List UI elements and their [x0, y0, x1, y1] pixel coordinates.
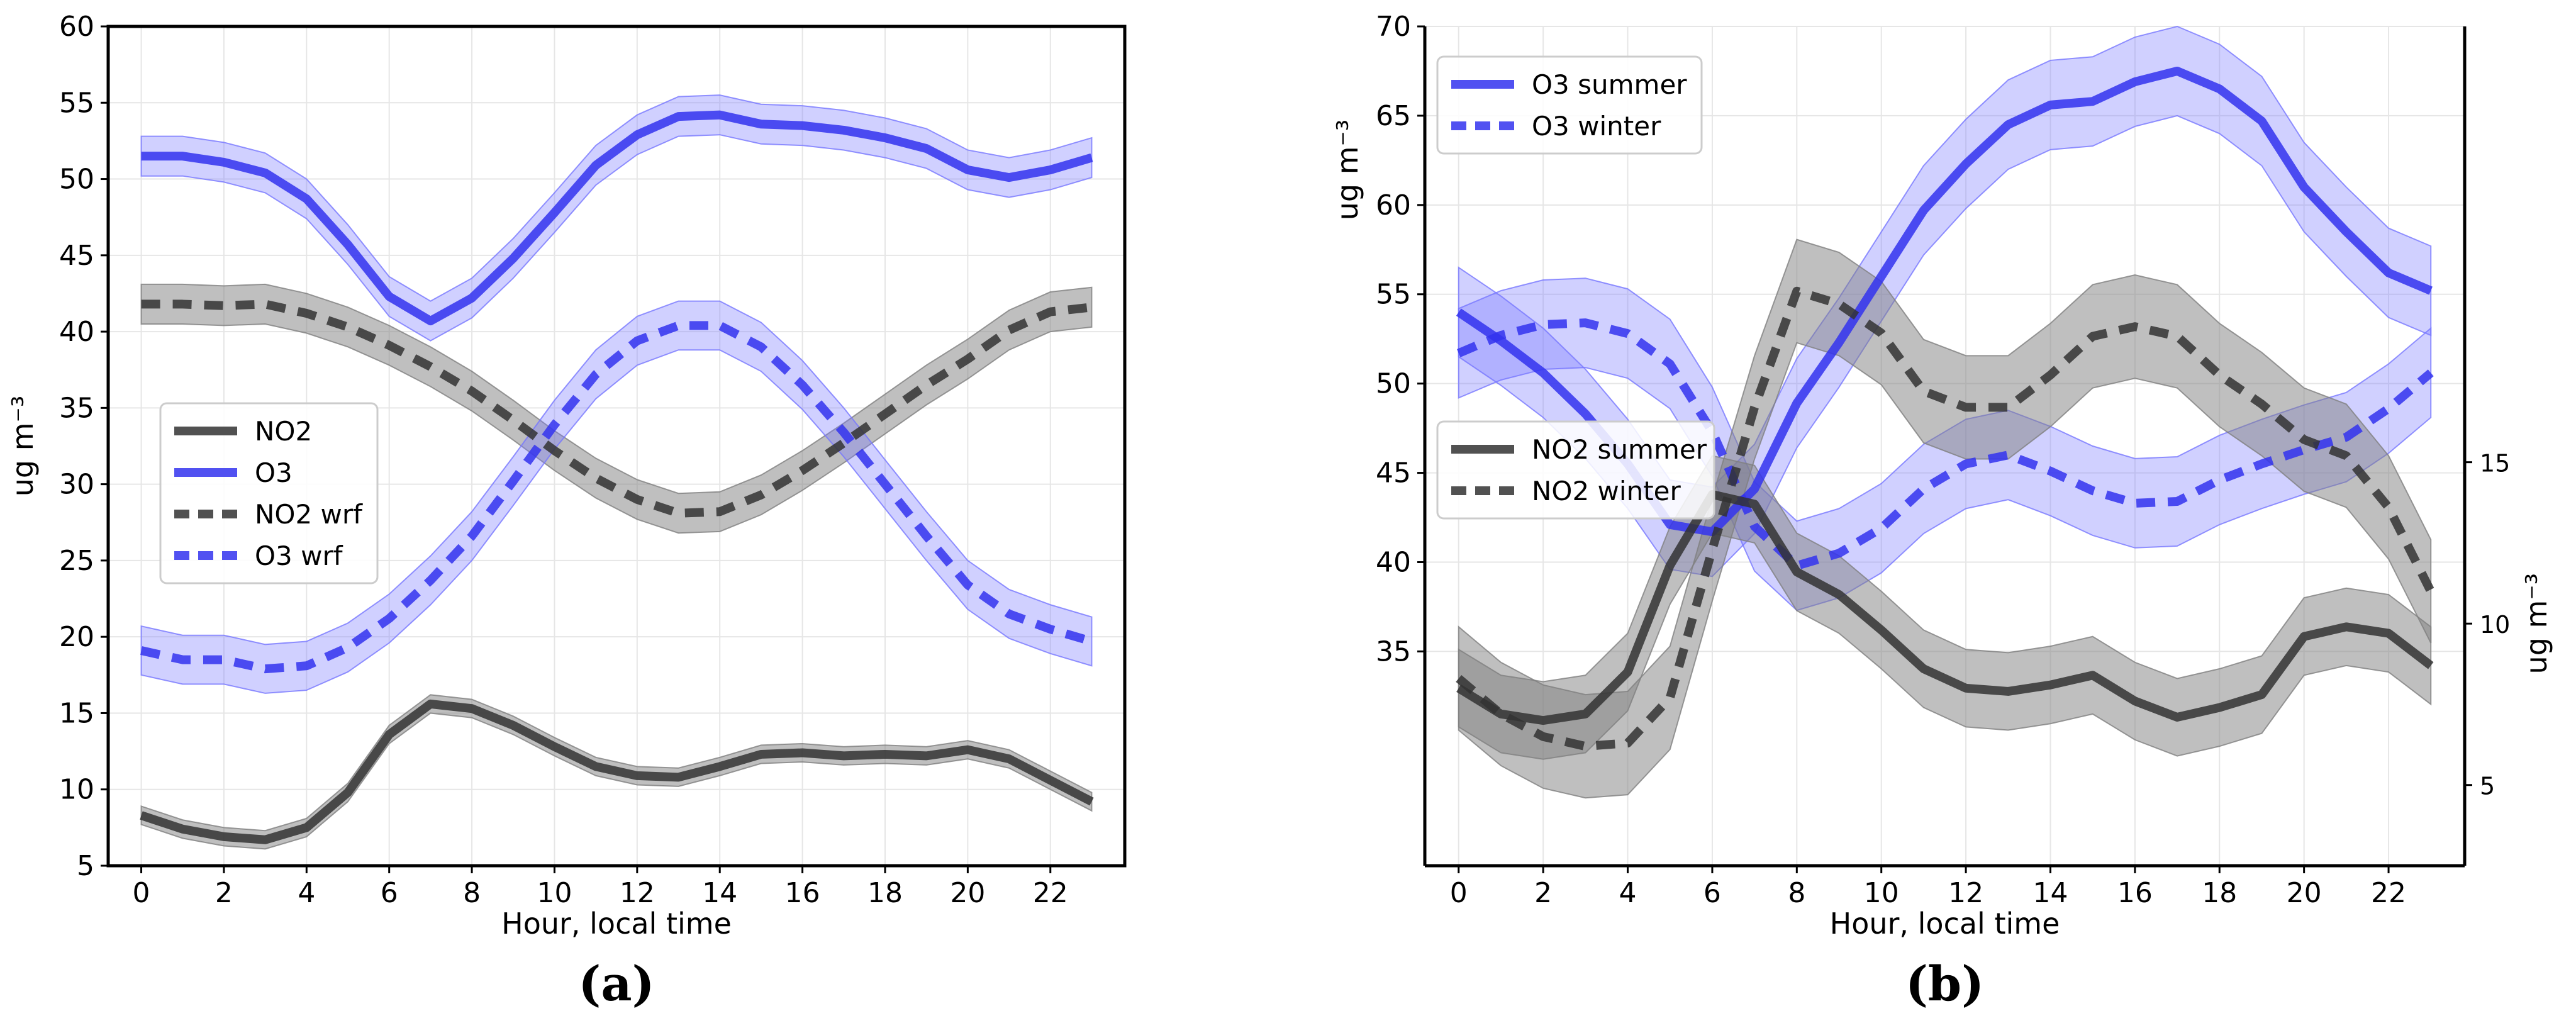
x-tick-label: 6	[1703, 877, 1721, 909]
x-tick-label: 16	[785, 877, 820, 909]
series-line	[1456, 286, 2435, 751]
x-tick-label: 10	[537, 877, 572, 909]
y-tick-label: 60	[59, 11, 94, 43]
x-tick-label: 6	[381, 877, 398, 909]
y-tick-label: 25	[59, 545, 94, 577]
legend-label: O3 wrf	[255, 540, 343, 571]
y-tick-label: 45	[1376, 457, 1411, 489]
right-y-tick-label: 5	[2480, 773, 2495, 800]
x-tick-label: 4	[1619, 877, 1637, 909]
panel-a-x-ticks: 0 2 4 6 8 10 12 14 16 18 20 22	[133, 866, 1068, 909]
panel-b-right-y-axis-label: ug m⁻³	[2519, 573, 2553, 674]
panel-b-x-ticks: 0 2 4 6 8 10 12 14 16 18 20 22	[1450, 866, 2406, 909]
legend-box	[159, 402, 379, 584]
legend-label: O3	[255, 457, 293, 488]
legend-label: NO2 summer	[1532, 434, 1707, 465]
y-tick-label: 45	[59, 240, 94, 272]
x-tick-label: 14	[702, 877, 737, 909]
panel-a-y-ticks: 5 10 15 20 25 30 35 40 45 50 55 60	[59, 11, 108, 882]
legend-label: NO2 wrf	[255, 499, 363, 530]
panel-a-x-axis-label: Hour, local time	[501, 907, 732, 941]
x-tick-label: 16	[2117, 877, 2153, 909]
y-tick-label: 55	[59, 87, 94, 119]
y-tick-label: 20	[59, 621, 94, 653]
panel-a-lines	[140, 110, 1094, 844]
x-tick-label: 20	[2287, 877, 2322, 909]
panel-a: 0 2 4 6 8 10 12 14 16 18 20 22 51015202530354045505…	[6, 11, 1127, 1012]
x-tick-label: 18	[2202, 877, 2237, 909]
panel-b-y-ticks: 35 40 45 50 55 60 65 70	[1376, 11, 1425, 668]
panel-b: 0 2 4 6 8 10 12 14 16 18 20 22 35 40 45 50 55 60 65 70 5 10…	[1330, 11, 2553, 1012]
panel-b-x-axis-label: Hour, local time	[1830, 907, 2060, 941]
right-y-tick-label: 15	[2480, 450, 2510, 478]
y-tick-label: 70	[1376, 11, 1411, 43]
x-tick-label: 10	[1864, 877, 1899, 909]
panel-a-frame	[106, 25, 1127, 868]
series-line	[141, 110, 1093, 326]
series-line	[141, 299, 1093, 518]
x-tick-label: 22	[2371, 877, 2406, 909]
x-tick-label: 12	[1948, 877, 1983, 909]
series-line	[1457, 318, 2434, 571]
y-tick-label: 15	[59, 697, 94, 729]
y-tick-label: 65	[1376, 100, 1411, 132]
y-tick-label: 50	[1376, 368, 1411, 400]
panel-b-axes	[1423, 26, 2467, 868]
y-tick-label: 50	[59, 164, 94, 196]
panel-b-legend-no2: NO2 summer NO2 winter	[1436, 420, 1715, 520]
x-tick-label: 14	[2032, 877, 2068, 909]
y-tick-label: 60	[1376, 189, 1411, 221]
x-tick-label: 12	[620, 877, 655, 909]
panel-a-legend: NO2 O3 NO2 wrf O3 wrf	[159, 402, 379, 584]
legend-label: O3 winter	[1532, 111, 1661, 142]
x-tick-label: 8	[463, 877, 481, 909]
x-tick-label: 2	[1534, 877, 1552, 909]
legend-label: O3 summer	[1532, 69, 1687, 100]
legend-label: NO2	[255, 416, 312, 447]
x-tick-label: 2	[215, 877, 233, 909]
right-y-tick-label: 10	[2480, 611, 2510, 639]
confidence-band	[1458, 238, 2432, 799]
x-tick-label: 4	[298, 877, 315, 909]
y-tick-label: 30	[59, 469, 94, 501]
panel-a-caption: (a)	[578, 956, 654, 1012]
confidence-band	[140, 300, 1093, 694]
series-line	[140, 699, 1094, 844]
panel-b-legend-o3: O3 summer O3 winter	[1436, 55, 1703, 155]
x-tick-label: 22	[1033, 877, 1068, 909]
x-tick-label: 0	[133, 877, 150, 909]
panel-b-y-axis-label: ug m⁻³	[1330, 120, 1364, 221]
y-tick-label: 35	[59, 392, 94, 424]
legend-label: NO2 winter	[1532, 476, 1681, 506]
y-tick-label: 35	[1376, 635, 1411, 668]
y-tick-label: 5	[77, 850, 94, 882]
confidence-band	[140, 283, 1093, 534]
panel-a-y-axis-label: ug m⁻³	[6, 396, 40, 497]
x-tick-label: 0	[1450, 877, 1468, 909]
series-line	[140, 321, 1093, 674]
series-line	[1456, 489, 2434, 725]
x-tick-label: 18	[867, 877, 903, 909]
y-tick-label: 40	[59, 316, 94, 348]
y-tick-label: 10	[59, 774, 94, 806]
y-tick-label: 40	[1376, 546, 1411, 578]
x-tick-label: 8	[1788, 877, 1805, 909]
panel-b-caption: (b)	[1905, 956, 1984, 1012]
y-tick-label: 55	[1376, 279, 1411, 311]
panel-b-right-y-ticks: 5 10 15	[2465, 450, 2510, 800]
x-tick-label: 20	[950, 877, 985, 909]
